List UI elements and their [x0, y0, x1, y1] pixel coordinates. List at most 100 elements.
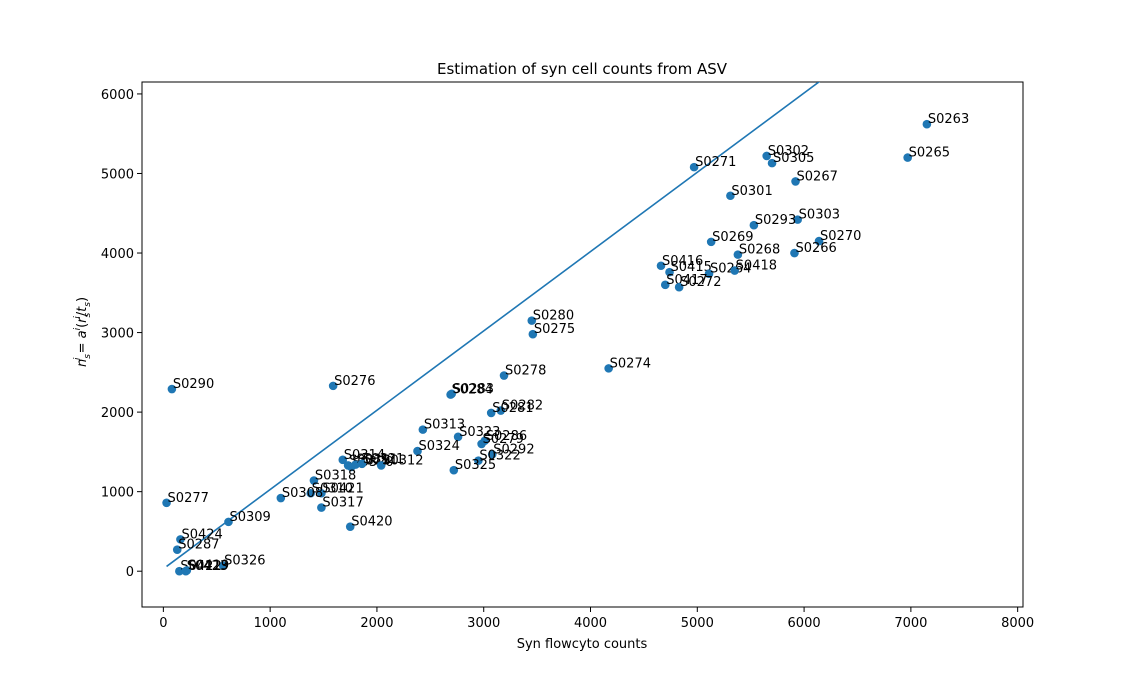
data-point — [351, 460, 360, 469]
data-point-label: S0283 — [453, 382, 494, 397]
data-point-label: S0267 — [797, 169, 838, 184]
data-point — [793, 215, 802, 224]
data-point — [172, 545, 182, 555]
data-point-label: S0311 — [357, 453, 398, 468]
y-tick-label: 0 — [126, 565, 134, 580]
data-point — [733, 250, 743, 259]
data-point-label: S0317 — [322, 496, 363, 511]
data-point-label: S0314 — [344, 448, 385, 463]
data-point — [762, 151, 772, 161]
data-point-label: S0323 — [459, 425, 500, 440]
data-point — [477, 439, 486, 449]
x-tick-label: 5000 — [681, 616, 714, 631]
y-tick-label: 6000 — [101, 88, 134, 103]
data-point-label: S0287 — [178, 538, 219, 553]
data-point-label: S0277 — [168, 491, 209, 506]
data-point — [791, 177, 800, 186]
data-point-label: S0309 — [229, 510, 270, 525]
data-point-label: S0301 — [731, 184, 772, 199]
x-tick-label: 8000 — [1001, 616, 1034, 631]
data-point — [224, 517, 233, 527]
y-tick-label: 4000 — [101, 247, 134, 262]
y-axis-label: nsi = ai(rsi/ts) — [73, 297, 93, 367]
data-point — [790, 248, 799, 258]
x-tick-label: 1000 — [254, 616, 287, 631]
data-point — [527, 316, 537, 325]
data-point-label: S0278 — [505, 364, 546, 379]
data-point — [413, 446, 422, 456]
data-point-label: S0322 — [479, 449, 520, 464]
y-tick-label: 1000 — [101, 486, 134, 501]
fit-line — [166, 82, 821, 568]
data-point-label: S0293 — [755, 213, 796, 228]
y-tick-label: 2000 — [101, 406, 134, 421]
data-point-label: S0421 — [322, 481, 363, 496]
data-point — [418, 425, 428, 434]
data-point-label: S0284 — [452, 383, 493, 398]
data-point — [175, 566, 184, 576]
data-point-label: S0326 — [224, 554, 265, 569]
data-point-label: S0305 — [773, 151, 814, 166]
data-point-label: S0416 — [662, 254, 703, 269]
data-point-label: S0313 — [424, 418, 465, 433]
data-point-label: S0292 — [493, 442, 534, 457]
data-point — [176, 535, 185, 544]
data-point — [499, 371, 509, 380]
data-point-label: S0265 — [909, 146, 950, 161]
data-point-label: S0424 — [181, 527, 222, 542]
data-point — [376, 461, 386, 470]
data-point-label: S0274 — [610, 356, 651, 371]
data-point — [309, 476, 319, 485]
data-point-label: S0415 — [671, 260, 712, 275]
axes-frame — [141, 81, 1024, 608]
data-point — [357, 459, 367, 469]
data-point — [486, 408, 496, 418]
data-point-label: S0282 — [502, 399, 543, 414]
data-point — [474, 456, 483, 465]
data-point-label: S0312 — [382, 453, 423, 468]
x-tick-label: 0 — [159, 616, 167, 631]
data-point — [449, 465, 459, 475]
data-point — [328, 381, 338, 391]
data-point-label: S0423 — [187, 559, 228, 574]
data-point — [814, 236, 824, 246]
data-point-label: S0268 — [739, 243, 780, 258]
data-point — [218, 561, 228, 570]
data-point — [704, 269, 714, 279]
data-point-label: S0418 — [736, 259, 777, 274]
data-point — [453, 432, 463, 442]
data-point — [276, 493, 286, 503]
data-point-label: S0272 — [680, 275, 721, 290]
data-point — [182, 566, 192, 575]
plot-area: 0 1000 2000 3000 4000 5000 6000 7000 8000 0 1000 20… — [101, 81, 1034, 631]
data-point — [447, 389, 456, 399]
data-point — [730, 266, 739, 275]
data-point-label: S0270 — [820, 229, 861, 244]
data-point-label: S0263 — [928, 112, 969, 127]
data-point-label: S0280 — [533, 309, 574, 324]
y-tick-label: 5000 — [101, 167, 134, 182]
data-point — [706, 237, 716, 247]
data-point — [496, 406, 506, 415]
data-point — [528, 329, 538, 339]
data-point — [726, 191, 735, 201]
data-point-label: S0308 — [282, 486, 323, 501]
data-point — [922, 119, 932, 129]
data-point — [689, 162, 699, 172]
data-point-label: S0275 — [534, 322, 575, 337]
x-tick-label: 6000 — [788, 616, 821, 631]
y-tick-label: 3000 — [101, 327, 134, 342]
x-tick-label: 4000 — [574, 616, 607, 631]
data-point — [767, 158, 777, 168]
data-point-label: S0303 — [799, 208, 840, 223]
x-tick-label: 3000 — [467, 616, 500, 631]
data-point — [749, 220, 759, 230]
data-point — [903, 153, 912, 162]
data-point — [660, 280, 670, 290]
data-point-label: S0271 — [695, 155, 736, 170]
data-point-label: S0318 — [315, 469, 356, 484]
data-point — [665, 267, 674, 277]
data-point-label: S0281 — [492, 401, 533, 416]
